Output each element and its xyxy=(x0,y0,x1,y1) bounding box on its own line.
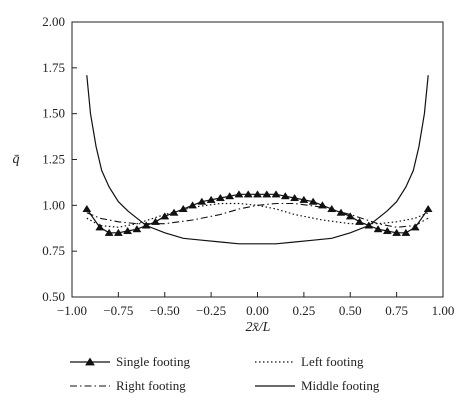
data-point xyxy=(373,225,383,233)
data-point xyxy=(382,226,392,235)
series-line-middle-footing xyxy=(86,75,429,245)
legend-item-right-footing: Right footing xyxy=(70,378,186,393)
data-point xyxy=(262,190,272,198)
x-tick-label: −0.25 xyxy=(196,303,226,318)
data-point xyxy=(271,190,281,198)
x-tick-label: −0.50 xyxy=(150,303,180,318)
x-tick-label: 0.50 xyxy=(339,303,362,318)
data-point xyxy=(345,212,355,220)
legend-label: Middle footing xyxy=(301,378,380,393)
data-point xyxy=(113,228,123,236)
y-tick-label: 1.25 xyxy=(42,152,65,167)
data-point xyxy=(308,197,318,205)
series-line-left-footing xyxy=(86,202,429,228)
data-point xyxy=(215,193,225,202)
data-point xyxy=(410,223,420,231)
data-point xyxy=(243,190,253,198)
data-point xyxy=(104,228,114,236)
y-tick-label: 0.50 xyxy=(42,289,65,304)
data-point xyxy=(225,192,235,200)
legend-item-left-footing: Left footing xyxy=(255,354,364,369)
data-point xyxy=(160,212,170,220)
legend-item-middle-footing: Middle footing xyxy=(255,378,380,393)
x-axis-label: 2x̄/L xyxy=(246,320,271,335)
legend-label: Left footing xyxy=(301,354,364,369)
legend-label: Single footing xyxy=(116,354,191,369)
x-tick-label: 0.25 xyxy=(293,303,316,318)
axes: −1.00 −0.75 −0.50 −0.25 0.00 0.25 0.50 0.75 1.00… xyxy=(42,14,454,318)
legend-label: Right footing xyxy=(116,378,186,393)
data-point xyxy=(178,204,188,213)
data-point xyxy=(234,190,244,198)
data-point xyxy=(401,228,411,236)
series-line-right-footing xyxy=(86,202,429,228)
data-point xyxy=(392,228,402,236)
series-single-footing xyxy=(82,190,433,236)
y-axis-label: q̄ xyxy=(13,152,20,167)
legend-item-single-footing: Single footing xyxy=(70,354,191,369)
series-left-footing xyxy=(86,202,429,228)
series-right-footing xyxy=(86,202,429,228)
y-tick-label: 1.50 xyxy=(42,106,65,121)
data-point xyxy=(299,195,309,203)
y-tick-label: 0.75 xyxy=(42,243,65,258)
legend-marker xyxy=(85,357,95,366)
series-layer xyxy=(82,75,433,245)
data-point xyxy=(197,197,207,205)
x-tick-label: 1.00 xyxy=(432,303,455,318)
data-point xyxy=(95,223,105,231)
legend: Single footing Left footing Right footing M… xyxy=(70,354,380,393)
data-point xyxy=(355,217,364,225)
data-point xyxy=(82,204,92,213)
x-tick-label: 0.00 xyxy=(246,303,269,318)
data-point xyxy=(206,195,216,203)
data-point xyxy=(280,192,290,200)
y-tick-label: 1.75 xyxy=(42,60,65,75)
data-point xyxy=(336,208,346,216)
data-point xyxy=(123,226,133,235)
data-point xyxy=(423,204,433,213)
plot-frame xyxy=(71,21,444,298)
series-middle-footing xyxy=(86,75,429,245)
y-tick-label: 2.00 xyxy=(42,14,65,29)
data-point xyxy=(253,190,262,198)
x-tick-label: 0.75 xyxy=(385,303,408,318)
x-tick-label: −0.75 xyxy=(103,303,133,318)
data-point xyxy=(151,217,160,225)
y-tick-label: 1.00 xyxy=(42,197,65,212)
data-point xyxy=(132,225,142,233)
x-tick-label: −1.00 xyxy=(57,303,87,318)
data-point xyxy=(290,193,300,202)
